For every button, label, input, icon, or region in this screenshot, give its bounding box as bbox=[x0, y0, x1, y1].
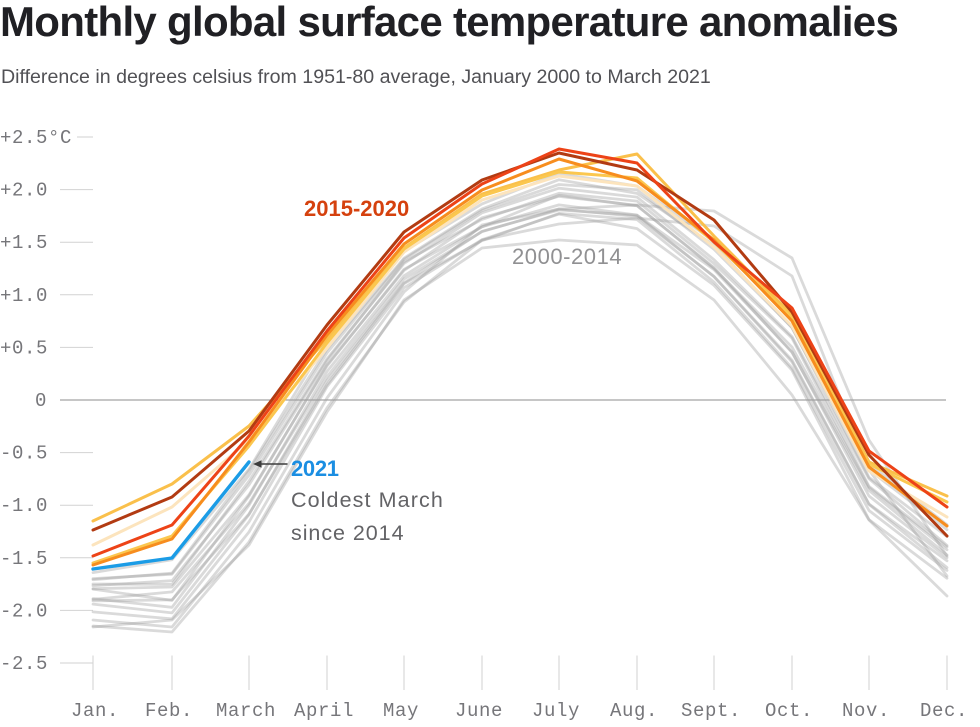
svg-text:Aug.: Aug. bbox=[610, 700, 658, 722]
svg-text:+2.5°C: +2.5°C bbox=[0, 127, 72, 149]
svg-text:Dec.: Dec. bbox=[920, 700, 968, 722]
svg-text:April: April bbox=[294, 700, 354, 722]
svg-text:May: May bbox=[383, 700, 419, 722]
svg-text:Oct.: Oct. bbox=[765, 700, 813, 722]
svg-text:0: 0 bbox=[35, 390, 47, 412]
svg-text:2000-2014: 2000-2014 bbox=[512, 244, 622, 269]
svg-text:2021: 2021 bbox=[291, 456, 339, 481]
svg-text:-1.5: -1.5 bbox=[0, 548, 48, 570]
svg-text:+2.0: +2.0 bbox=[0, 180, 48, 202]
svg-text:-0.5: -0.5 bbox=[0, 443, 48, 465]
svg-text:+1.0: +1.0 bbox=[0, 285, 48, 307]
svg-text:+0.5: +0.5 bbox=[0, 337, 48, 359]
svg-text:July: July bbox=[532, 700, 580, 722]
svg-text:-2.0: -2.0 bbox=[0, 600, 48, 622]
svg-text:-1.0: -1.0 bbox=[0, 495, 48, 517]
svg-text:June: June bbox=[455, 700, 503, 722]
svg-text:-2.5: -2.5 bbox=[0, 653, 48, 675]
svg-text:March: March bbox=[216, 700, 276, 722]
svg-text:Difference in degrees celsius: Difference in degrees celsius from 1951-… bbox=[1, 66, 711, 88]
svg-text:Coldest March: Coldest March bbox=[291, 488, 444, 512]
svg-text:Feb.: Feb. bbox=[145, 700, 193, 722]
svg-text:Monthly global surface tempera: Monthly global surface temperature anoma… bbox=[0, 0, 898, 45]
svg-text:Jan.: Jan. bbox=[71, 700, 119, 722]
svg-text:Nov.: Nov. bbox=[842, 700, 890, 722]
svg-text:+1.5: +1.5 bbox=[0, 232, 48, 254]
svg-text:2015-2020: 2015-2020 bbox=[304, 196, 409, 221]
svg-text:Sept.: Sept. bbox=[681, 700, 741, 722]
svg-text:since 2014: since 2014 bbox=[291, 521, 405, 545]
